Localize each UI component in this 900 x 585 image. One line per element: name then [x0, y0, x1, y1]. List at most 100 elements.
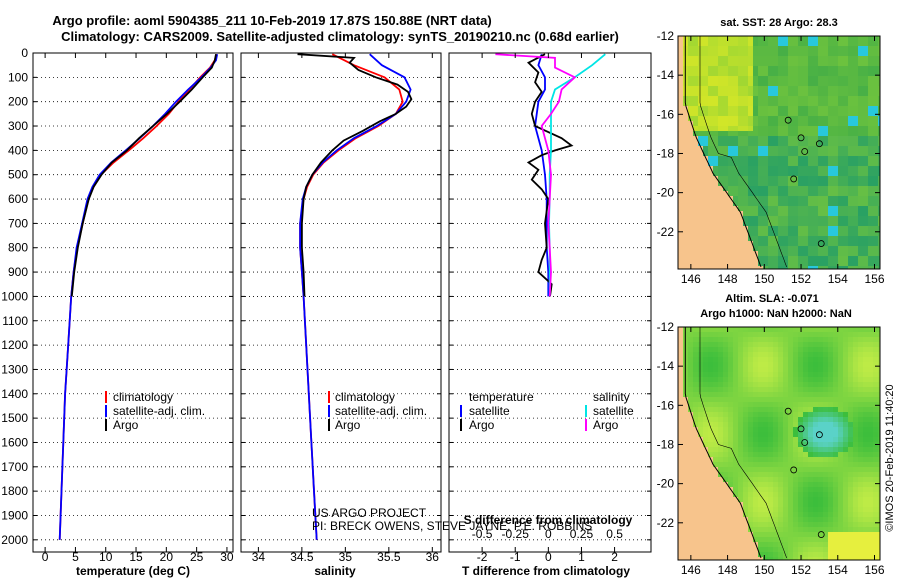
map-cell: [783, 156, 789, 162]
map-cell: [753, 532, 759, 538]
map-cell: [758, 116, 764, 122]
map-cell: [688, 492, 694, 498]
map-cell: [678, 91, 684, 97]
map-cell: [808, 191, 814, 197]
map-cell: [813, 437, 819, 443]
map-cell: [718, 206, 724, 212]
map-cell: [798, 51, 804, 57]
map-cell: [693, 522, 699, 528]
map-cell: [833, 552, 839, 558]
map-cell: [838, 91, 844, 97]
map-cell: [728, 347, 734, 353]
map-cell: [733, 181, 739, 187]
map-cell: [718, 512, 724, 518]
map-cell: [793, 41, 799, 47]
map-cell: [703, 472, 709, 478]
map-cell: [848, 41, 854, 47]
map-cell: [743, 66, 749, 72]
map-cell: [798, 221, 804, 227]
map-cell: [723, 542, 729, 548]
map-cell: [878, 221, 880, 227]
map-cell: [873, 41, 879, 47]
map-cell: [768, 216, 774, 222]
map-cell: [688, 382, 694, 388]
map-cell: [773, 41, 779, 47]
map-cell: [823, 362, 829, 368]
map-cell: [868, 241, 874, 247]
map-cell: [723, 522, 729, 528]
map-cell: [838, 201, 844, 207]
map-cell: [818, 206, 824, 212]
map-cell: [803, 547, 809, 553]
map-cell: [703, 492, 709, 498]
reef-outline: [816, 431, 823, 439]
map-cell: [753, 467, 759, 473]
map-cell: [708, 86, 714, 92]
map-cell: [848, 201, 854, 207]
map-cell: [718, 146, 724, 152]
map-cell: [723, 362, 729, 368]
map-cell: [733, 116, 739, 122]
map-cell: [843, 156, 849, 162]
map-cell: [823, 352, 829, 358]
map-cell: [843, 186, 849, 192]
map-cell: [793, 397, 799, 403]
map-cell: [753, 91, 759, 97]
map-cell: [858, 447, 864, 453]
map-cell: [853, 186, 859, 192]
map-cell: [838, 502, 844, 508]
map-cell: [808, 367, 814, 373]
map-cell: [783, 166, 789, 172]
map-cell: [708, 462, 714, 468]
map-cell: [858, 532, 864, 538]
map-cell: [743, 512, 749, 518]
map-cell: [838, 407, 844, 413]
map-cell: [703, 101, 709, 107]
map-cell: [713, 522, 719, 528]
map-cell: [858, 61, 864, 67]
lat-tick-label: -20: [657, 477, 675, 491]
map-cell: [693, 482, 699, 488]
map-cell: [753, 186, 759, 192]
map-cell: [778, 402, 784, 408]
map-cell: [778, 96, 784, 102]
map-cell: [693, 517, 699, 523]
map-cell: [778, 432, 784, 438]
map-cell: [708, 231, 714, 237]
map-cell: [688, 337, 694, 343]
map-cell: [873, 196, 879, 202]
map-cell: [738, 557, 744, 560]
map-cell: [688, 397, 694, 403]
map-cell: [858, 96, 864, 102]
map-cell: [758, 497, 764, 503]
map-cell: [733, 492, 739, 498]
map-cell: [738, 457, 744, 463]
map-cell: [798, 332, 804, 338]
map-cell: [763, 126, 769, 132]
map-cell: [698, 101, 704, 107]
map-cell: [788, 76, 794, 82]
map-cell: [783, 141, 789, 147]
map-cell: [823, 126, 829, 132]
map-cell: [733, 397, 739, 403]
map-cell: [738, 407, 744, 413]
map-cell: [813, 512, 819, 518]
map-cell: [873, 71, 879, 77]
map-cell: [698, 332, 704, 338]
map-cell: [813, 382, 819, 388]
map-cell: [833, 141, 839, 147]
map-cell: [763, 552, 769, 558]
map-cell: [793, 111, 799, 117]
map-cell: [758, 151, 764, 157]
map-cell: [758, 367, 764, 373]
map-cell: [678, 462, 684, 468]
map-cell: [818, 96, 824, 102]
map-cell: [828, 472, 834, 478]
map-cell: [873, 36, 879, 42]
map-cell: [693, 191, 699, 197]
map-cell: [743, 402, 749, 408]
map-cell: [798, 372, 804, 378]
map-cell: [843, 46, 849, 52]
map-cell: [813, 542, 819, 548]
map-cell: [693, 131, 699, 137]
